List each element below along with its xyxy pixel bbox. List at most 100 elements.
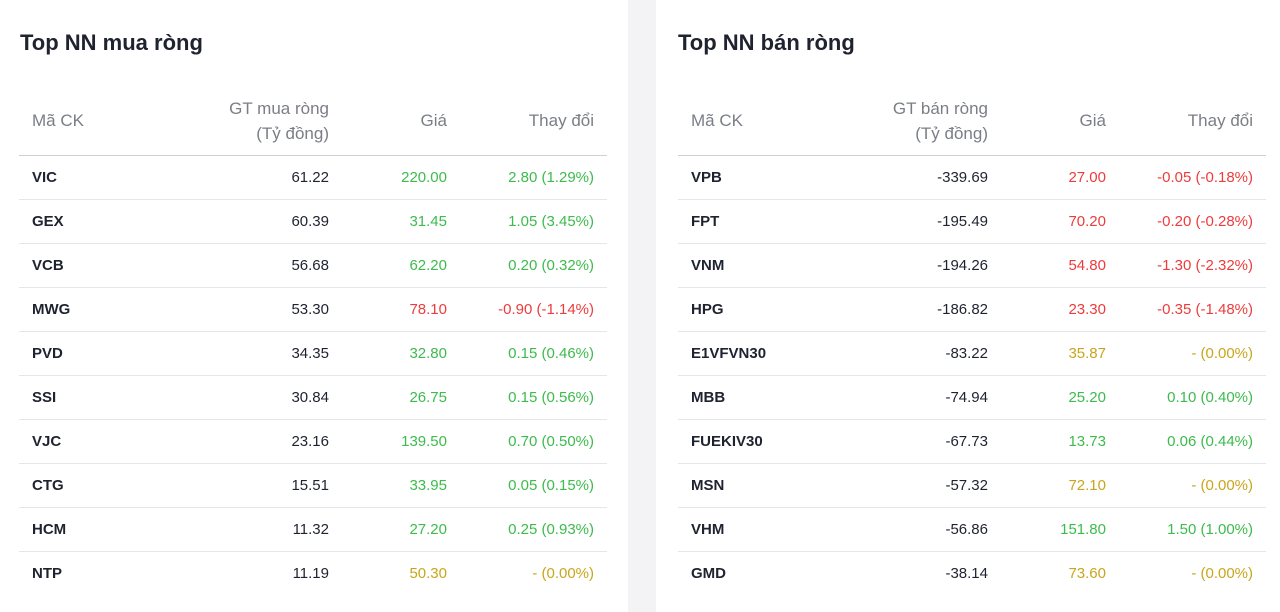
table-row[interactable]: MSN -57.32 72.10 - (0.00%): [678, 464, 1266, 508]
top-foreign-net-sell-panel: Top NN bán ròng Mã CK GT bán ròng (Tỷ đồn…: [656, 0, 1280, 612]
change-cell: -0.90 (-1.14%): [498, 301, 594, 318]
column-header-net-buy-value[interactable]: GT mua ròng (Tỷ đồng): [229, 86, 329, 155]
header-line-1: GT mua ròng: [229, 98, 329, 118]
change-cell: 1.05 (3.45%): [508, 213, 594, 230]
table-row[interactable]: GEX 60.39 31.45 1.05 (3.45%): [19, 200, 607, 244]
table-row[interactable]: GMD -38.14 73.60 - (0.00%): [678, 552, 1266, 595]
column-header-price[interactable]: Giá: [420, 111, 447, 130]
stock-code-cell[interactable]: MSN: [691, 477, 725, 494]
change-cell: 0.15 (0.46%): [508, 345, 594, 362]
table-row[interactable]: VIC 61.22 220.00 2.80 (1.29%): [19, 156, 607, 200]
table-row[interactable]: VNM -194.26 54.80 -1.30 (-2.32%): [678, 244, 1266, 288]
change-cell: - (0.00%): [1191, 477, 1253, 494]
net-value-cell: 30.84: [291, 389, 329, 406]
net-value-cell: 56.68: [291, 257, 329, 274]
stock-code-cell[interactable]: CTG: [32, 477, 64, 494]
stock-code-cell[interactable]: MWG: [32, 301, 71, 318]
change-cell: 0.10 (0.40%): [1167, 389, 1253, 406]
change-cell: 1.50 (1.00%): [1167, 521, 1253, 538]
change-cell: 0.05 (0.15%): [508, 477, 594, 494]
net-value-cell: 11.32: [292, 521, 329, 538]
column-header-net-sell-value[interactable]: GT bán ròng (Tỷ đồng): [893, 86, 988, 155]
net-value-cell: -56.86: [945, 521, 988, 538]
net-value-cell: 11.19: [292, 565, 329, 582]
stock-code-cell[interactable]: MBB: [691, 389, 726, 406]
column-header-price[interactable]: Giá: [1079, 111, 1106, 130]
price-cell: 151.80: [1060, 521, 1106, 538]
price-cell: 35.87: [1068, 345, 1106, 362]
stock-code-cell[interactable]: VNM: [691, 257, 725, 274]
net-value-cell: -186.82: [937, 301, 988, 318]
column-header-change[interactable]: Thay đổi: [1187, 111, 1253, 130]
column-header-code[interactable]: Mã CK: [691, 111, 743, 130]
table-row[interactable]: PVD 34.35 32.80 0.15 (0.46%): [19, 332, 607, 376]
price-cell: 139.50: [401, 433, 447, 450]
buy-table: Mã CK GT mua ròng (Tỷ đồng) Giá Thay đổi …: [19, 86, 607, 595]
price-cell: 26.75: [409, 389, 447, 406]
sell-table: Mã CK GT bán ròng (Tỷ đồng) Giá Thay đổi …: [678, 86, 1266, 595]
price-cell: 50.30: [409, 565, 447, 582]
stock-code-cell[interactable]: VPB: [691, 169, 722, 186]
stock-code-cell[interactable]: VJC: [32, 433, 62, 450]
buy-table-body: VIC 61.22 220.00 2.80 (1.29%) GEX 60.39 31.45 1…: [19, 156, 607, 595]
header-line-1: GT bán ròng: [892, 98, 988, 118]
stock-code-cell[interactable]: VHM: [691, 521, 725, 538]
stock-code-cell[interactable]: GMD: [691, 565, 726, 582]
price-cell: 73.60: [1068, 565, 1106, 582]
column-header-code[interactable]: Mã CK: [32, 111, 84, 130]
column-header-change[interactable]: Thay đổi: [528, 111, 594, 130]
table-row[interactable]: VHM -56.86 151.80 1.50 (1.00%): [678, 508, 1266, 552]
table-row[interactable]: HPG -186.82 23.30 -0.35 (-1.48%): [678, 288, 1266, 332]
stock-code-cell[interactable]: VCB: [32, 257, 64, 274]
sell-table-body: VPB -339.69 27.00 -0.05 (-0.18%) FPT -195.49 7…: [678, 156, 1266, 595]
change-cell: -0.20 (-0.28%): [1157, 213, 1253, 230]
table-row[interactable]: MBB -74.94 25.20 0.10 (0.40%): [678, 376, 1266, 420]
change-cell: - (0.00%): [1191, 345, 1253, 362]
stock-code-cell[interactable]: PVD: [32, 345, 63, 362]
stock-code-cell[interactable]: FPT: [691, 213, 720, 230]
stock-code-cell[interactable]: FUEKIV30: [691, 433, 763, 450]
table-row[interactable]: MWG 53.30 78.10 -0.90 (-1.14%): [19, 288, 607, 332]
table-row[interactable]: HCM 11.32 27.20 0.25 (0.93%): [19, 508, 607, 552]
top-foreign-net-buy-panel: Top NN mua ròng Mã CK GT mua ròng (Tỷ đồn…: [0, 0, 628, 612]
sell-table-header: Mã CK GT bán ròng (Tỷ đồng) Giá Thay đổi: [678, 86, 1266, 156]
stock-code-cell[interactable]: VIC: [32, 169, 58, 186]
net-value-cell: 23.16: [291, 433, 329, 450]
header-line-2: (Tỷ đồng): [915, 123, 988, 143]
table-row[interactable]: CTG 15.51 33.95 0.05 (0.15%): [19, 464, 607, 508]
price-cell: 27.00: [1068, 169, 1106, 186]
table-row[interactable]: VPB -339.69 27.00 -0.05 (-0.18%): [678, 156, 1266, 200]
table-row[interactable]: E1VFVN30 -83.22 35.87 - (0.00%): [678, 332, 1266, 376]
stock-code-cell[interactable]: E1VFVN30: [691, 345, 767, 362]
price-cell: 25.20: [1068, 389, 1106, 406]
stock-code-cell[interactable]: HCM: [32, 521, 67, 538]
change-cell: - (0.00%): [532, 565, 594, 582]
table-row[interactable]: NTP 11.19 50.30 - (0.00%): [19, 552, 607, 595]
net-value-cell: -195.49: [937, 213, 988, 230]
stock-code-cell[interactable]: HPG: [691, 301, 724, 318]
stock-code-cell[interactable]: SSI: [32, 389, 57, 406]
stock-code-cell[interactable]: NTP: [32, 565, 62, 582]
table-row[interactable]: FUEKIV30 -67.73 13.73 0.06 (0.44%): [678, 420, 1266, 464]
header-line-2: (Tỷ đồng): [256, 123, 329, 143]
table-row[interactable]: SSI 30.84 26.75 0.15 (0.56%): [19, 376, 607, 420]
table-row[interactable]: VJC 23.16 139.50 0.70 (0.50%): [19, 420, 607, 464]
change-cell: 0.15 (0.56%): [508, 389, 594, 406]
price-cell: 27.20: [409, 521, 447, 538]
price-cell: 70.20: [1068, 213, 1106, 230]
table-row[interactable]: VCB 56.68 62.20 0.20 (0.32%): [19, 244, 607, 288]
change-cell: 0.20 (0.32%): [508, 257, 594, 274]
net-value-cell: -194.26: [937, 257, 988, 274]
net-value-cell: 53.30: [291, 301, 329, 318]
price-cell: 78.10: [409, 301, 447, 318]
change-cell: 0.06 (0.44%): [1167, 433, 1253, 450]
price-cell: 54.80: [1068, 257, 1106, 274]
price-cell: 23.30: [1068, 301, 1106, 318]
change-cell: -0.35 (-1.48%): [1157, 301, 1253, 318]
stock-code-cell[interactable]: GEX: [32, 213, 64, 230]
net-value-cell: 34.35: [291, 345, 329, 362]
table-row[interactable]: FPT -195.49 70.20 -0.20 (-0.28%): [678, 200, 1266, 244]
net-value-cell: -83.22: [945, 345, 988, 362]
change-cell: - (0.00%): [1191, 565, 1253, 582]
